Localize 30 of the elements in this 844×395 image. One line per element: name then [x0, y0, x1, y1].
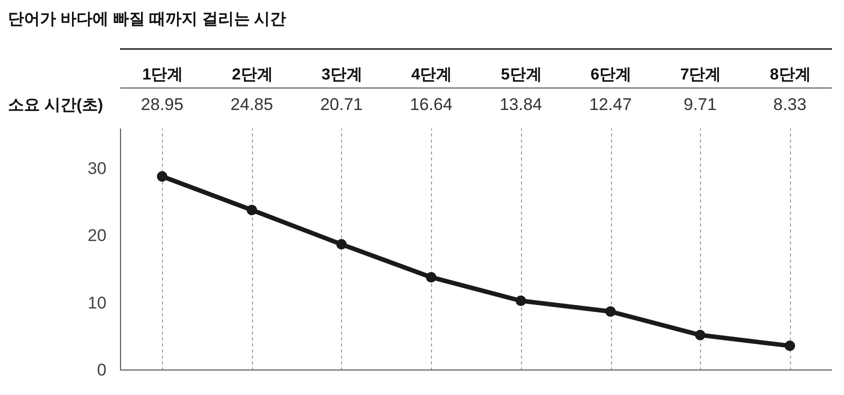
y-tick-label: 30 [88, 158, 106, 178]
text: 8.33 [773, 95, 806, 114]
point [694, 330, 706, 340]
chart-title: 단어가 바다에 빠질 때까지 걸리는 시간 [8, 10, 286, 30]
point [426, 272, 436, 282]
text: 24.85 [230, 95, 274, 114]
text: 20.71 [320, 95, 363, 114]
x-tick-label: 4단계 [411, 66, 452, 84]
x-tick-label: 3단계 [322, 66, 362, 84]
x-tick-label: 8단계 [770, 66, 811, 84]
point [246, 204, 258, 216]
x-tick-label: 2단계 [232, 66, 273, 84]
y-tick-label: 10 [88, 293, 106, 312]
x-tick-label: 6단계 [590, 66, 632, 84]
text: 9.71 [684, 95, 717, 114]
text: 12.47 [589, 95, 632, 114]
point [784, 340, 796, 352]
x-tick-label: 1단계 [142, 66, 184, 84]
point [516, 296, 526, 306]
point [156, 171, 168, 182]
point [605, 306, 616, 317]
x-tick-label: 7단계 [680, 66, 722, 84]
text: 소요 시간(초) [8, 97, 104, 114]
y-tick-label: 20 [88, 226, 106, 246]
text: 13.84 [500, 95, 542, 114]
text: 16.64 [410, 95, 452, 114]
point [336, 239, 347, 250]
y-tick-label: 0 [97, 360, 106, 380]
text: 28.95 [140, 95, 184, 114]
x-tick-label: 5단계 [500, 66, 542, 84]
